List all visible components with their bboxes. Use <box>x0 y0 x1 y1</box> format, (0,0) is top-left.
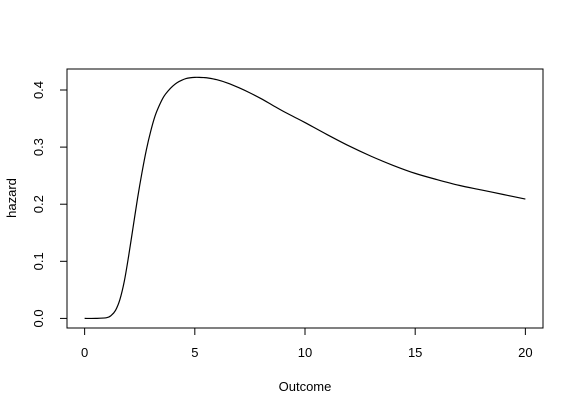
x-tick-label: 0 <box>81 345 88 360</box>
y-axis-label: hazard <box>4 178 19 218</box>
y-tick-label: 0.2 <box>31 195 46 213</box>
y-tick-label: 0.3 <box>31 138 46 156</box>
y-tick-label: 0.4 <box>31 81 46 99</box>
hazard-curve <box>84 76 526 320</box>
x-axis: 0 5 10 15 20 <box>81 327 533 360</box>
y-tick-label: 0.1 <box>31 252 46 270</box>
plot-frame <box>66 68 544 329</box>
y-tick-label: 0.0 <box>31 309 46 327</box>
x-tick-label: 10 <box>298 345 312 360</box>
x-tick-label: 20 <box>518 345 532 360</box>
x-tick-label: 5 <box>191 345 198 360</box>
x-axis-label: Outcome <box>279 379 332 394</box>
y-axis: 0.0 0.1 0.2 0.3 0.4 <box>31 81 68 327</box>
x-tick-label: 15 <box>408 345 422 360</box>
